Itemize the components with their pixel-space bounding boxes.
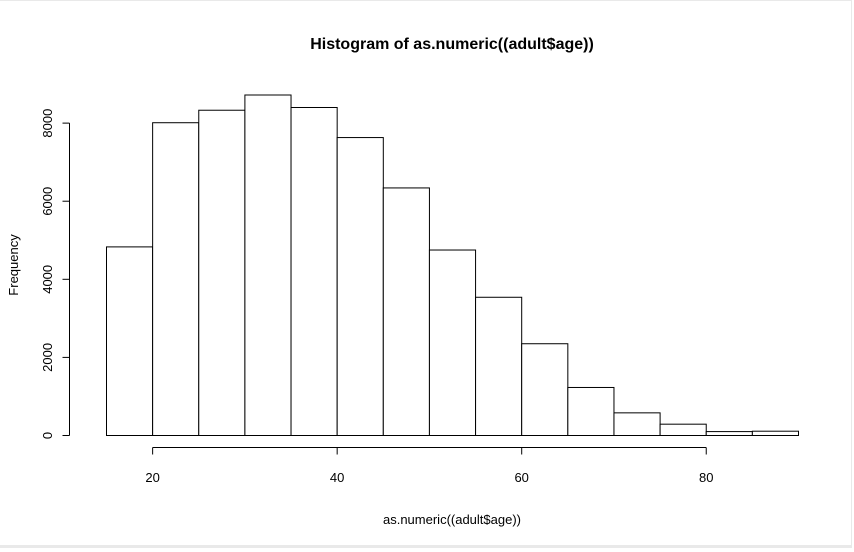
- y-tick-label: 0: [40, 432, 55, 439]
- x-axis: 20 40 60 80: [145, 447, 713, 485]
- histogram-bar: [336, 137, 384, 436]
- histogram-bar: [613, 412, 661, 436]
- x-tick-label: 20: [145, 470, 159, 485]
- histogram-bar: [106, 246, 154, 436]
- chart-title: Histogram of as.numeric((adult$age)): [310, 36, 594, 53]
- histogram-bar: [382, 187, 430, 436]
- histogram-bar: [705, 431, 753, 437]
- y-tick-label: 2000: [40, 343, 55, 372]
- y-tick-label: 4000: [40, 265, 55, 294]
- histogram-bar: [659, 423, 707, 436]
- histogram-bar: [475, 296, 523, 436]
- y-axis: 0 2000 4000 6000 8000: [40, 109, 70, 439]
- histogram-bar: [244, 94, 292, 436]
- histogram-bars: [106, 94, 799, 437]
- x-tick-label: 40: [330, 470, 344, 485]
- x-tick-label: 80: [699, 470, 713, 485]
- y-tick-label: 8000: [40, 109, 55, 138]
- histogram-bar: [290, 106, 338, 436]
- y-axis-label: Frequency: [6, 234, 21, 296]
- histogram-bar: [428, 249, 477, 436]
- histogram-bar: [152, 122, 200, 437]
- histogram-bar: [751, 430, 799, 437]
- y-ticks: 0 2000 4000 6000 8000: [40, 109, 70, 439]
- y-tick-label: 6000: [40, 187, 55, 216]
- histogram-bar: [521, 343, 569, 437]
- x-ticks: 20 40 60 80: [145, 447, 713, 485]
- histogram-bar: [567, 386, 615, 437]
- histogram-bar: [198, 109, 246, 436]
- x-axis-label: as.numeric((adult$age)): [383, 512, 521, 527]
- x-tick-label: 60: [514, 470, 528, 485]
